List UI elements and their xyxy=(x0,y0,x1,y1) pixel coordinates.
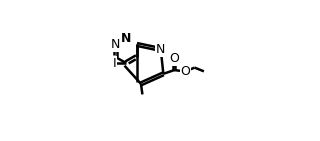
Text: O: O xyxy=(169,52,179,65)
Text: I: I xyxy=(113,57,116,70)
Text: O: O xyxy=(180,65,190,78)
Text: N: N xyxy=(156,43,165,56)
Text: N: N xyxy=(121,32,131,45)
Text: N: N xyxy=(110,38,120,51)
